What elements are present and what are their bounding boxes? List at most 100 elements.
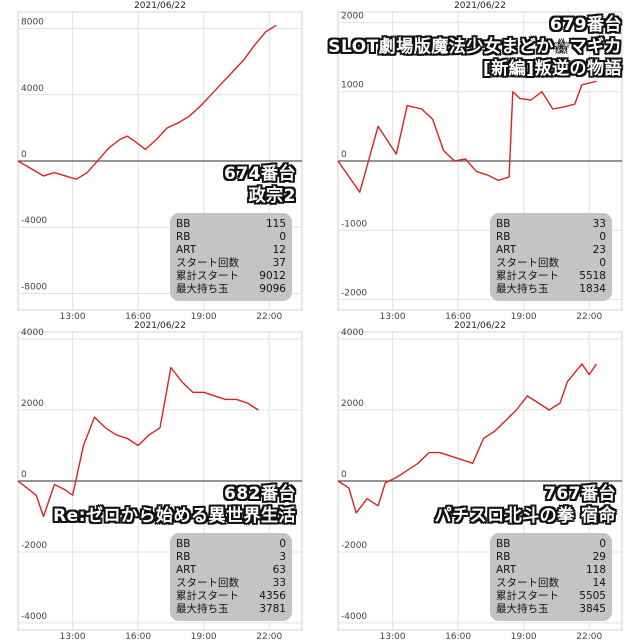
stat-label: ART xyxy=(176,564,197,576)
y-tick-label: -8000 xyxy=(21,282,47,292)
stat-label: 最大持ち玉 xyxy=(176,603,229,615)
stat-label: スタート回数 xyxy=(176,577,239,589)
stat-label: RB xyxy=(176,231,191,243)
chart-panel: 2021/06/22 13:00 16:00 19:00 22:00 4000 2000 0 -… xyxy=(0,320,320,640)
y-tick-label: -1000 xyxy=(341,219,367,229)
stat-value: 9096 xyxy=(259,283,286,295)
chart-date-title: 2021/06/22 xyxy=(454,1,506,11)
x-tick-label: 13:00 xyxy=(380,632,406,640)
stat-label: RB xyxy=(496,231,511,243)
stats-row: ART 23 xyxy=(496,244,606,257)
stat-label: BB xyxy=(176,538,191,550)
y-tick-label: -4000 xyxy=(21,612,47,622)
stat-value: 4356 xyxy=(259,590,286,602)
stats-row: スタート回数 0 xyxy=(496,257,606,270)
machine-name: Re:ゼロから始める異世界生活 xyxy=(53,506,296,526)
x-tick-label: 22:00 xyxy=(256,312,282,322)
x-tick-label: 16:00 xyxy=(445,312,471,322)
y-tick-label: 2000 xyxy=(21,399,44,409)
stats-row: ART 12 xyxy=(176,244,286,257)
stat-value: 1834 xyxy=(579,283,606,295)
stat-label: 累計スタート xyxy=(496,270,559,282)
stats-row: スタート回数 37 xyxy=(176,257,286,270)
machine-title: 767番台 パチスロ北斗の拳 宿命 xyxy=(435,483,616,527)
y-tick-label: 4000 xyxy=(21,84,44,94)
y-tick-label: 1000 xyxy=(341,81,364,91)
chart-date-title: 2021/06/22 xyxy=(134,321,186,331)
x-tick-label: 13:00 xyxy=(380,312,406,322)
stat-value: 118 xyxy=(585,564,606,576)
stats-row: RB 3 xyxy=(176,551,286,564)
stats-row: 最大持ち玉 3845 xyxy=(496,603,606,616)
stat-label: スタート回数 xyxy=(176,257,239,269)
y-tick-label: 2000 xyxy=(341,11,364,21)
stats-row: BB 115 xyxy=(176,218,286,231)
stat-value: 115 xyxy=(265,218,286,230)
y-tick-label: 0 xyxy=(341,150,347,160)
stat-label: BB xyxy=(496,218,511,230)
machine-number: 679番台 xyxy=(550,15,622,35)
stats-row: RB 0 xyxy=(496,231,606,244)
stat-label: ART xyxy=(176,244,197,256)
stats-row: RB 29 xyxy=(496,551,606,564)
y-tick-label: 0 xyxy=(21,470,27,480)
stats-row: 累計スタート 5505 xyxy=(496,590,606,603)
stat-value: 0 xyxy=(279,538,286,550)
stats-row: 最大持ち玉 3781 xyxy=(176,603,286,616)
stat-label: RB xyxy=(496,551,511,563)
machine-number: 767番台 xyxy=(544,484,616,504)
stats-row: ART 118 xyxy=(496,564,606,577)
machine-title: 679番台 SLOT劇場版魔法少女まどか☆マギカ [新編]叛逆の物語 xyxy=(328,14,622,80)
x-tick-label: 13:00 xyxy=(60,312,86,322)
stat-value: 3781 xyxy=(259,603,286,615)
chart-date-title: 2021/06/22 xyxy=(134,1,186,11)
balance-line xyxy=(17,24,277,180)
stat-label: 最大持ち玉 xyxy=(176,283,229,295)
stats-row: スタート回数 33 xyxy=(176,577,286,590)
stats-row: BB 0 xyxy=(176,538,286,551)
stat-value: 23 xyxy=(592,244,606,256)
stat-label: BB xyxy=(176,218,191,230)
machine-number: 682番台 xyxy=(224,484,296,504)
x-tick-label: 22:00 xyxy=(576,312,602,322)
machine-title: 674番台 政宗2 xyxy=(224,163,296,207)
x-tick-label: 22:00 xyxy=(256,632,282,640)
y-tick-label: 2000 xyxy=(341,399,364,409)
stats-box: BB 33 RB 0 ART 23 スタート回数 0 累計スタート 5518 最大持ち玉 1834 xyxy=(490,213,612,301)
stats-box: BB 115 RB 0 ART 12 スタート回数 37 累計スタート 9012 最大持ち玉 9096 xyxy=(170,213,292,301)
stat-value: 5518 xyxy=(579,270,606,282)
stat-value: 0 xyxy=(279,231,286,243)
stat-value: 33 xyxy=(592,218,606,230)
y-tick-label: 0 xyxy=(21,150,27,160)
stats-row: BB 33 xyxy=(496,218,606,231)
stat-label: 累計スタート xyxy=(176,270,239,282)
x-tick-label: 16:00 xyxy=(125,312,151,322)
y-tick-label: -4000 xyxy=(341,612,367,622)
stat-label: 累計スタート xyxy=(496,590,559,602)
stat-value: 37 xyxy=(272,257,286,269)
machine-name: パチスロ北斗の拳 宿命 xyxy=(434,506,616,526)
stats-row: 累計スタート 9012 xyxy=(176,270,286,283)
stat-label: 最大持ち玉 xyxy=(496,283,549,295)
stats-row: 累計スタート 4356 xyxy=(176,590,286,603)
balance-line xyxy=(17,366,259,518)
stat-label: ART xyxy=(496,244,517,256)
y-tick-label: -2000 xyxy=(21,541,47,551)
stat-label: 最大持ち玉 xyxy=(496,603,549,615)
y-tick-label: 4000 xyxy=(21,328,44,338)
stat-value: 9012 xyxy=(259,270,286,282)
stat-value: 0 xyxy=(599,257,606,269)
x-tick-label: 16:00 xyxy=(125,632,151,640)
stats-box: BB 0 RB 29 ART 118 スタート回数 14 累計スタート 5505 最大持ち玉 3845 xyxy=(490,533,612,621)
y-tick-label: 0 xyxy=(341,470,347,480)
stats-row: BB 0 xyxy=(496,538,606,551)
stat-label: RB xyxy=(176,551,191,563)
stat-label: スタート回数 xyxy=(496,577,559,589)
stat-value: 5505 xyxy=(579,590,606,602)
stats-row: スタート回数 14 xyxy=(496,577,606,590)
y-tick-label: -4000 xyxy=(21,216,47,226)
x-tick-label: 13:00 xyxy=(60,632,86,640)
x-tick-label: 19:00 xyxy=(191,312,217,322)
x-tick-label: 19:00 xyxy=(511,632,537,640)
stats-box: BB 0 RB 3 ART 63 スタート回数 33 累計スタート 4356 最大持ち玉 3781 xyxy=(170,533,292,621)
